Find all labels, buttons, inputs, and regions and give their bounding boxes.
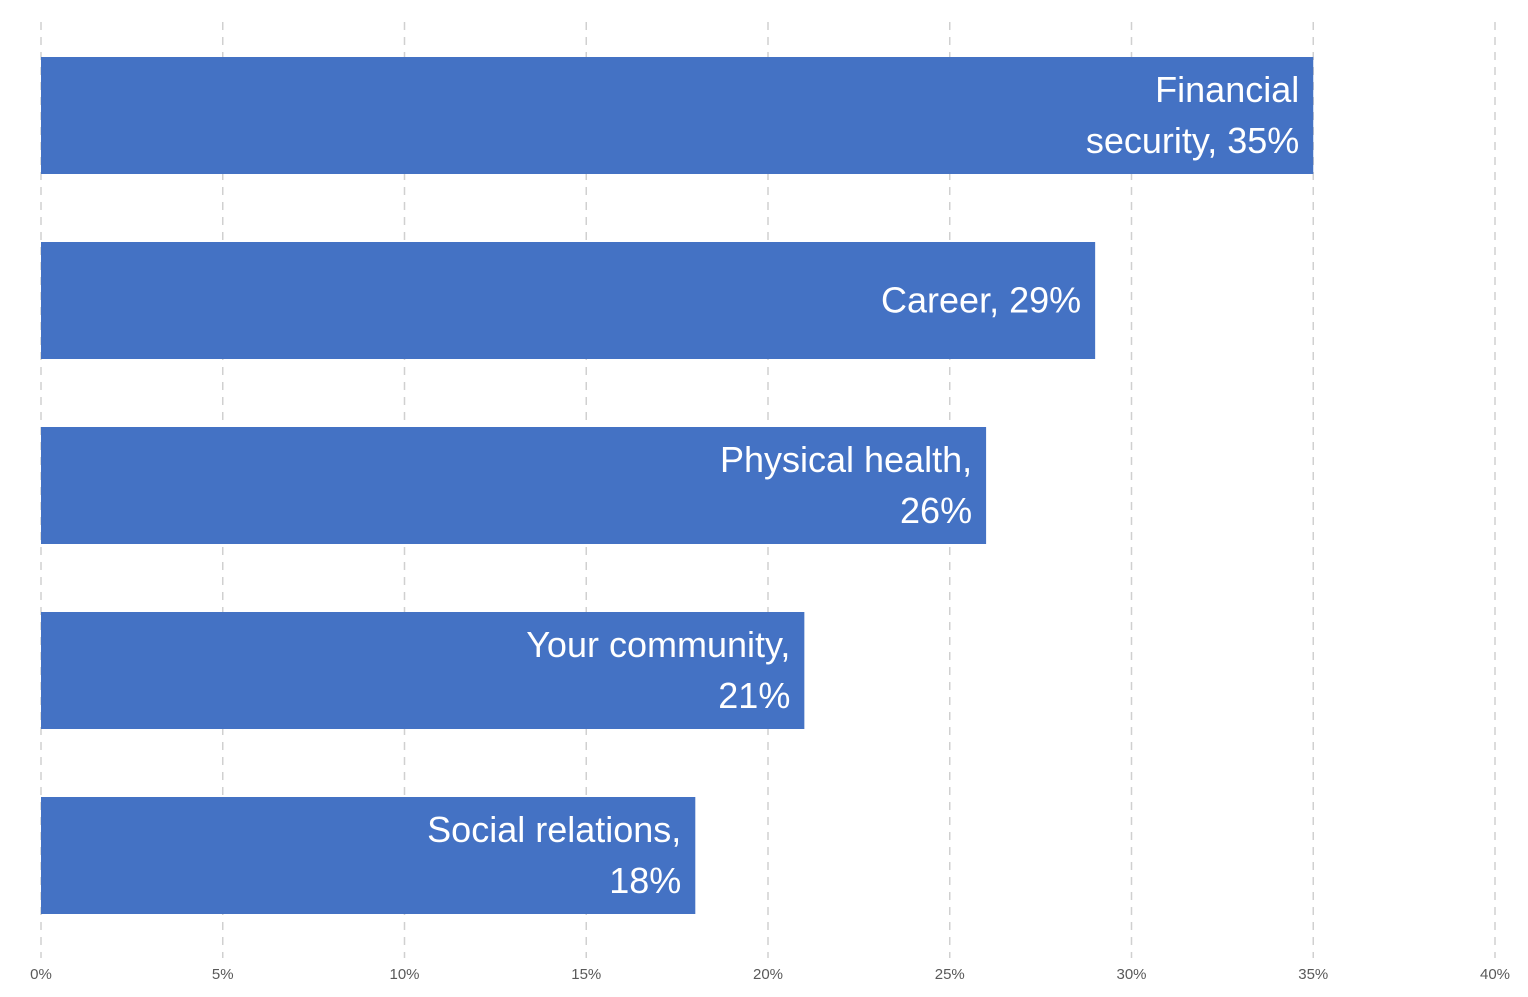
data-label: Social relations, 18%: [427, 809, 681, 901]
bar: [41, 242, 1096, 359]
data-label: Your community, 21%: [526, 624, 790, 716]
data-labels: Financial security, 35% Career, 29% Physica…: [427, 69, 1299, 901]
data-label: Physical health, 26%: [720, 439, 972, 531]
data-label-line: 21%: [718, 675, 790, 716]
data-label-line: Career, 29%: [881, 280, 1081, 321]
x-tick-label: 15%: [571, 966, 601, 983]
data-label-line: 18%: [609, 860, 681, 901]
x-tick-label: 10%: [389, 966, 419, 983]
data-label: Career, 29%: [881, 280, 1081, 321]
bar: [41, 57, 1314, 174]
x-axis-ticks: 0% 5% 10% 15% 20% 25% 30% 35% 40%: [30, 966, 1510, 983]
data-label-line: Financial: [1155, 69, 1299, 110]
x-tick-label: 25%: [935, 966, 965, 983]
data-label-line: Physical health,: [720, 439, 972, 480]
x-tick-label: 0%: [30, 966, 52, 983]
x-tick-label: 35%: [1298, 966, 1328, 983]
x-tick-label: 40%: [1480, 966, 1510, 983]
bar: [41, 797, 696, 914]
data-label-line: security, 35%: [1086, 120, 1299, 161]
data-label-line: Social relations,: [427, 809, 681, 850]
x-tick-label: 20%: [753, 966, 783, 983]
bar: [41, 612, 805, 729]
x-tick-label: 5%: [212, 966, 234, 983]
data-label-line: 26%: [900, 490, 972, 531]
data-label-line: Your community,: [526, 624, 790, 665]
bar: [41, 427, 987, 544]
x-tick-label: 30%: [1116, 966, 1146, 983]
data-label: Financial security, 35%: [1086, 69, 1299, 161]
bars: [41, 57, 1314, 914]
